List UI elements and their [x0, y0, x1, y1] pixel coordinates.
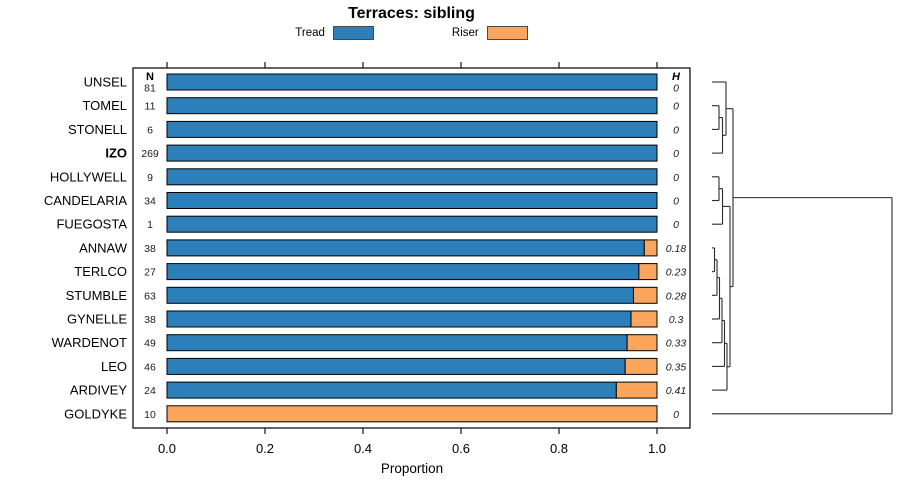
bar-segment-riser — [630, 310, 658, 328]
row-label: FUEGOSTA — [56, 217, 127, 232]
row-label: HOLLYWELL — [50, 169, 127, 184]
row-label: WARDENOT — [52, 335, 127, 350]
n-value: 10 — [144, 409, 156, 421]
h-value: 0.33 — [666, 338, 687, 350]
n-value: 269 — [141, 148, 159, 160]
bar-segment-riser — [632, 286, 658, 304]
n-value: 49 — [144, 338, 156, 350]
h-value: 0 — [673, 219, 679, 231]
bar-segment-tread — [166, 168, 658, 186]
row-label: STUMBLE — [66, 288, 128, 303]
bar-segment-tread — [166, 239, 645, 257]
n-value: 9 — [147, 172, 153, 184]
bar-segment-tread — [166, 310, 632, 328]
row-label: TERLCO — [74, 264, 127, 279]
x-tick-label: 0.2 — [256, 441, 274, 456]
legend-swatch-tread — [332, 26, 374, 40]
n-value: 1 — [147, 219, 153, 231]
bar-segment-tread — [166, 286, 634, 304]
x-tick-label: 1.0 — [648, 441, 666, 456]
bar-segment-tread — [166, 192, 658, 209]
n-value: 34 — [144, 196, 156, 208]
row-label: GOLDYKE — [64, 406, 127, 421]
legend-label-riser: Riser — [451, 27, 479, 39]
n-column-header: N — [146, 71, 154, 83]
bar-segment-tread — [166, 144, 658, 162]
bar-segment-riser — [166, 405, 658, 423]
x-axis-label: Proportion — [381, 461, 443, 476]
h-value: 0 — [673, 148, 679, 160]
bars — [166, 73, 658, 423]
row-label: STONELL — [68, 122, 127, 137]
bar-segment-tread — [166, 263, 640, 281]
x-axis: 0.0 0.2 0.4 0.6 0.8 1.0 Proportion — [158, 62, 666, 476]
row-label: IZO — [105, 146, 127, 161]
bar-segment-riser — [624, 357, 658, 375]
h-value: 0 — [673, 83, 679, 95]
h-value: 0 — [673, 172, 679, 184]
n-value: 63 — [144, 290, 156, 302]
h-value: 0.3 — [669, 314, 684, 326]
legend-label-tread: Tread — [295, 27, 325, 39]
h-value: 0 — [673, 101, 679, 113]
bar-segment-riser — [638, 263, 658, 281]
x-tick-label: 0.6 — [452, 441, 470, 456]
n-value: 81 — [144, 83, 156, 95]
dendrogram — [712, 81, 893, 415]
bar-segment-riser — [615, 381, 658, 399]
h-value: 0 — [673, 409, 679, 421]
h-value: 0.35 — [666, 361, 687, 373]
n-value: 11 — [145, 101, 156, 113]
row-label: TOMEL — [82, 98, 127, 113]
n-value: 38 — [144, 243, 156, 255]
n-value: 6 — [147, 124, 153, 136]
bar-segment-riser — [626, 334, 658, 352]
row-label: UNSEL — [84, 75, 127, 90]
h-column-header: H — [672, 71, 681, 83]
bar-segment-tread — [166, 381, 617, 399]
chart-title: Terraces: sibling — [348, 5, 475, 22]
n-value: 38 — [144, 314, 156, 326]
bar-segment-tread — [166, 120, 658, 138]
bar-segment-riser — [643, 239, 658, 257]
row-label: GYNELLE — [67, 312, 127, 327]
n-value: 24 — [144, 385, 156, 397]
row-label: CANDELARIA — [44, 193, 127, 208]
row-label: ANNAW — [79, 240, 128, 255]
h-value: 0.41 — [666, 385, 686, 397]
n-value: 46 — [144, 361, 156, 373]
row-label: LEO — [101, 359, 127, 374]
h-value: 0 — [673, 124, 679, 136]
h-value: 0.18 — [666, 243, 687, 255]
plot-box — [132, 67, 691, 429]
x-tick-label: 0.0 — [158, 441, 176, 456]
h-value: 0.23 — [666, 267, 687, 279]
n-value: 27 — [144, 267, 156, 279]
h-value: 0.28 — [666, 290, 687, 302]
bar-segment-tread — [166, 97, 658, 115]
x-tick-label: 0.4 — [354, 441, 372, 456]
bar-segment-tread — [166, 73, 658, 91]
h-value: 0 — [673, 196, 679, 208]
row-label: ARDIVEY — [70, 383, 127, 398]
x-tick-label: 0.8 — [550, 441, 568, 456]
bar-segment-tread — [166, 357, 626, 375]
bar-segment-tread — [166, 334, 628, 352]
legend-swatch-riser — [486, 26, 528, 40]
bar-segment-tread — [166, 215, 658, 233]
legend: Tread Riser — [133, 26, 690, 40]
